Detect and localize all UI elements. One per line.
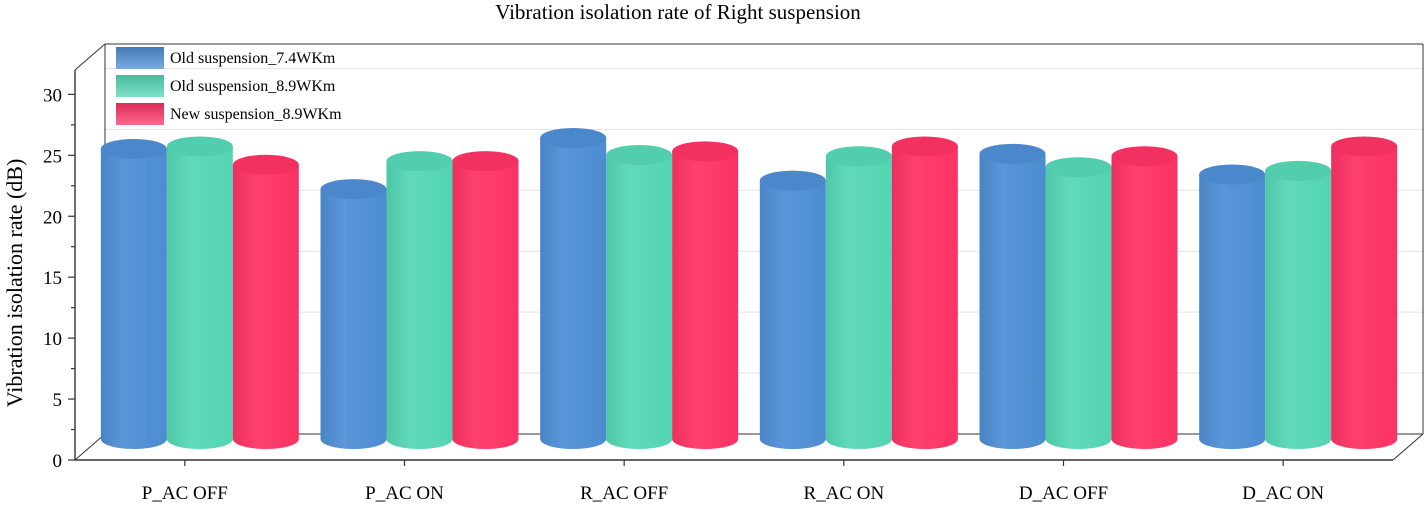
bar bbox=[320, 179, 387, 449]
chart-title: Vibration isolation rate of Right suspen… bbox=[495, 0, 861, 24]
bar bbox=[672, 141, 739, 449]
x-tick-label: P_AC ON bbox=[365, 483, 444, 504]
bar-body bbox=[1045, 167, 1112, 449]
bar-top bbox=[606, 145, 673, 166]
bar-top bbox=[100, 138, 167, 159]
legend-swatch bbox=[116, 103, 164, 125]
bar-body bbox=[1265, 170, 1332, 449]
bar-top bbox=[1265, 160, 1332, 181]
bar bbox=[979, 143, 1046, 449]
bar bbox=[1265, 160, 1332, 449]
bar-top bbox=[759, 170, 826, 191]
bar-body bbox=[606, 155, 673, 449]
bar-body bbox=[452, 161, 519, 449]
x-tick-label: D_AC OFF bbox=[1019, 483, 1108, 504]
legend-label: Old suspension_7.4WKm bbox=[170, 50, 336, 67]
legend: Old suspension_7.4WKm Old suspension_8.9W… bbox=[116, 47, 342, 125]
bar-top bbox=[540, 127, 607, 148]
bar-top bbox=[452, 151, 519, 172]
bar-top bbox=[1331, 136, 1398, 157]
bar bbox=[1111, 146, 1178, 449]
legend-label: New suspension_8.9WKm bbox=[170, 106, 342, 123]
bar bbox=[166, 136, 233, 449]
bar-body bbox=[825, 156, 892, 449]
bar bbox=[1045, 157, 1112, 449]
bar bbox=[232, 154, 299, 449]
x-tick-label: R_AC ON bbox=[803, 483, 884, 504]
bar-body bbox=[166, 146, 233, 449]
legend-item: Old suspension_7.4WKm bbox=[116, 47, 336, 69]
bars bbox=[100, 127, 1398, 449]
bar-top bbox=[1199, 164, 1266, 185]
bar-body bbox=[1199, 174, 1266, 449]
bar bbox=[759, 170, 826, 449]
bar-body bbox=[232, 164, 299, 449]
x-tick-label: D_AC ON bbox=[1242, 483, 1324, 504]
bar bbox=[606, 145, 673, 449]
bar-top bbox=[825, 146, 892, 167]
bar bbox=[452, 151, 519, 449]
bar bbox=[100, 138, 167, 449]
x-tick-label: R_AC OFF bbox=[580, 483, 668, 504]
y-tick-label: 15 bbox=[43, 268, 62, 289]
bar-body bbox=[979, 153, 1046, 449]
legend-swatch bbox=[116, 75, 164, 97]
bar-top bbox=[672, 141, 739, 162]
bar-body bbox=[1331, 146, 1398, 449]
y-tick-label: 10 bbox=[43, 329, 62, 350]
bar bbox=[386, 151, 453, 449]
legend-item: Old suspension_8.9WKm bbox=[116, 75, 336, 97]
bar-body bbox=[672, 151, 739, 449]
bar-top bbox=[1111, 146, 1178, 167]
legend-item: New suspension_8.9WKm bbox=[116, 103, 342, 125]
y-tick-label: 25 bbox=[43, 146, 62, 167]
bar-top bbox=[386, 151, 453, 172]
bar-body bbox=[540, 137, 607, 449]
y-axis-label: Vibration isolation rate (dB) bbox=[2, 159, 27, 408]
bar bbox=[825, 146, 892, 449]
y-tick-label: 0 bbox=[53, 451, 63, 472]
bar-body bbox=[759, 180, 826, 449]
bar bbox=[891, 136, 958, 449]
bar-body bbox=[100, 148, 167, 449]
bar-body bbox=[386, 161, 453, 449]
bar-top bbox=[232, 154, 299, 175]
bar-top bbox=[979, 143, 1046, 164]
bar bbox=[1331, 136, 1398, 449]
x-tick-label: P_AC OFF bbox=[142, 483, 228, 504]
y-tick-label: 20 bbox=[43, 207, 62, 228]
y-tick-label: 5 bbox=[53, 390, 63, 411]
legend-label: Old suspension_8.9WKm bbox=[170, 78, 336, 95]
bar-body bbox=[1111, 156, 1178, 449]
bar bbox=[1199, 164, 1266, 449]
bar-top bbox=[891, 136, 958, 157]
y-tick-label: 30 bbox=[43, 85, 62, 106]
bar bbox=[540, 127, 607, 449]
bar-top bbox=[320, 179, 387, 200]
bar-top bbox=[166, 136, 233, 157]
legend-swatch bbox=[116, 47, 164, 69]
bar-top bbox=[1045, 157, 1112, 178]
bar-body bbox=[891, 146, 958, 449]
axes: 0 5 10 15 20 25 30 P_AC OFF P_AC ON R_AC OFF R_AC … bbox=[43, 70, 1324, 504]
bar-body bbox=[320, 189, 387, 449]
